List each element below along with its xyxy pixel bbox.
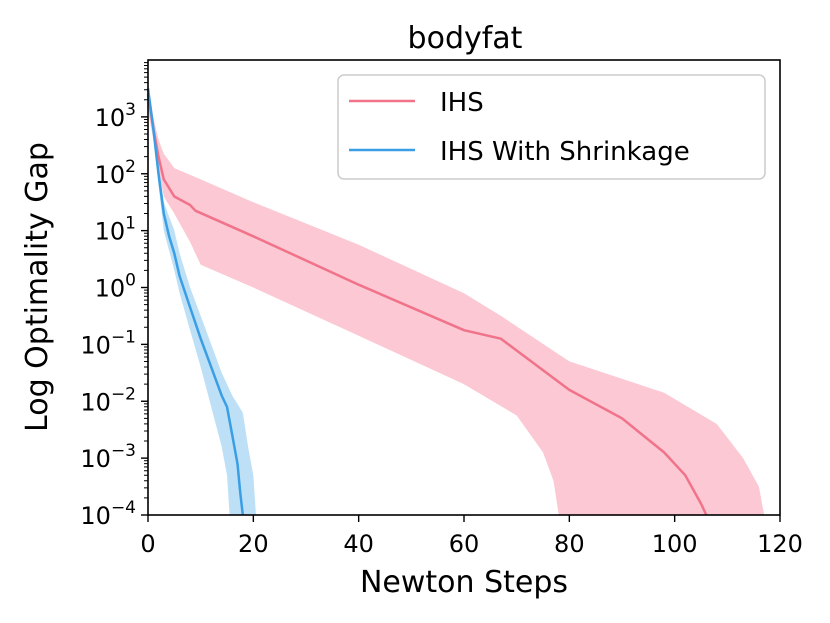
x-tick-label: 100 [652, 530, 698, 558]
y-tick-label: 10−4 [80, 498, 136, 530]
x-axis: 0 20 40 60 80 100 120 [140, 515, 803, 558]
x-tick-label: 0 [140, 530, 155, 558]
x-tick-label: 40 [343, 530, 374, 558]
y-tick-label: 102 [95, 157, 136, 189]
plot-area [146, 82, 765, 516]
y-tick-label: 10−2 [80, 384, 136, 416]
legend-label-ihs-shrinkage: IHS With Shrinkage [440, 137, 690, 167]
y-tick-label: 100 [95, 271, 136, 303]
y-axis: 103 102 101 100 10−1 10−2 10−3 10−4 [80, 62, 148, 530]
y-tick-label: 10−3 [80, 441, 136, 473]
x-tick-label: 120 [757, 530, 803, 558]
y-tick-label: 10−1 [80, 327, 136, 359]
legend-box [337, 74, 766, 180]
x-tick-label: 60 [449, 530, 480, 558]
y-axis-label: Log Optimality Gap [20, 142, 55, 432]
x-tick-label: 20 [238, 530, 269, 558]
band-ihs [148, 82, 765, 516]
y-tick-label: 103 [95, 100, 136, 132]
line-ihs [146, 93, 708, 516]
band-ihs-shrinkage [148, 82, 256, 516]
legend: IHS IHS With Shrinkage [337, 74, 766, 180]
line-ihs-shrinkage [146, 88, 245, 516]
x-axis-label: Newton Steps [360, 565, 568, 600]
y-tick-label: 101 [95, 214, 136, 246]
chart-title: bodyfat [408, 21, 523, 56]
legend-label-ihs: IHS [440, 88, 484, 118]
confidence-bands [148, 82, 765, 516]
x-tick-label: 80 [554, 530, 585, 558]
series-lines [146, 88, 708, 516]
